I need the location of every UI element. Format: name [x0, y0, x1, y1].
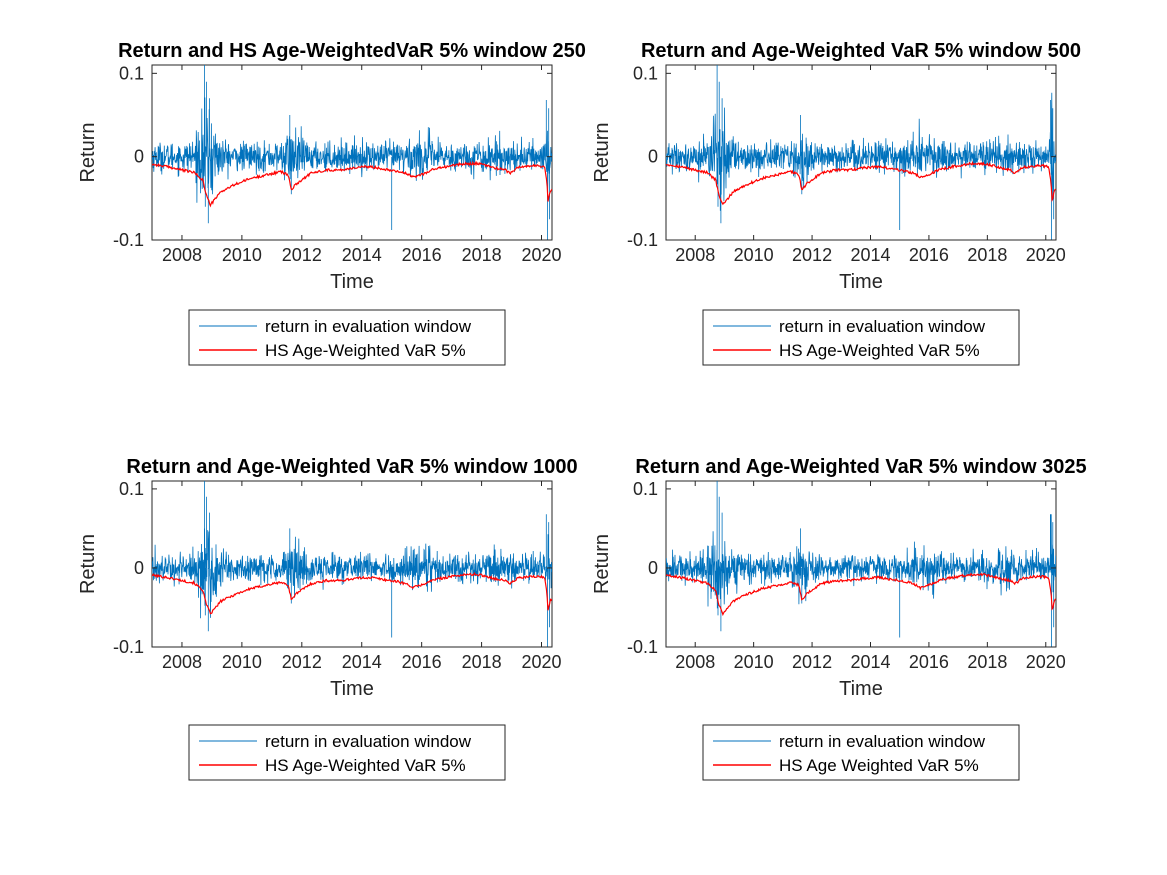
x-tick-label: 2012 — [282, 652, 322, 672]
x-tick-label: 2020 — [1026, 245, 1066, 265]
chart-title: Return and Age-Weighted VaR 5% window 30… — [635, 456, 1086, 478]
x-tick-label: 2016 — [909, 652, 949, 672]
x-tick-label: 2012 — [282, 245, 322, 265]
legend-entry: HS Age-Weighted VaR 5% — [265, 341, 466, 360]
x-tick-label: 2018 — [967, 652, 1007, 672]
y-tick-label: -0.1 — [113, 230, 144, 250]
x-tick-label: 2010 — [222, 245, 262, 265]
legend-entry: return in evaluation window — [779, 732, 986, 751]
x-tick-label: 2014 — [850, 652, 890, 672]
y-tick-label: 0 — [134, 558, 144, 578]
x-axis-label: Time — [839, 678, 883, 700]
y-axis-label: Return — [77, 534, 99, 594]
x-tick-label: 2014 — [342, 652, 382, 672]
subplot-top-left: -0.1 0 0.1 2008 2010 2012 2014 2016 2018 2020 Retu… — [77, 40, 586, 366]
x-tick-label: 2014 — [342, 245, 382, 265]
subplot-bottom-right: -0.1 0 0.1 2008 2010 2012 2014 2016 2018 2020 Retu… — [591, 456, 1087, 781]
y-tick-label: -0.1 — [113, 637, 144, 657]
legend: return in evaluation window HS Age Weight… — [702, 724, 1020, 781]
subplot-top-right: -0.1 0 0.1 2008 2010 2012 2014 2016 2018 2020 Retu… — [591, 40, 1081, 366]
x-tick-label: 2012 — [792, 245, 832, 265]
x-tick-label: 2018 — [462, 245, 502, 265]
y-tick-label: -0.1 — [627, 230, 658, 250]
y-tick-label: 0 — [134, 147, 144, 167]
legend: return in evaluation window HS Age-Weight… — [188, 309, 506, 366]
legend-entry: HS Age-Weighted VaR 5% — [779, 341, 980, 360]
y-axis-label: Return — [591, 534, 613, 594]
chart-title: Return and HS Age-WeightedVaR 5% window … — [118, 40, 586, 62]
x-tick-label: 2016 — [909, 245, 949, 265]
x-tick-label: 2016 — [402, 245, 442, 265]
y-axis-label: Return — [77, 122, 99, 182]
x-tick-label: 2008 — [162, 245, 202, 265]
y-tick-label: 0.1 — [119, 479, 144, 499]
legend-entry: return in evaluation window — [779, 317, 986, 336]
x-tick-label: 2008 — [162, 652, 202, 672]
y-tick-label: 0 — [648, 558, 658, 578]
series-var — [152, 160, 552, 208]
legend-box — [702, 724, 1020, 781]
chart-title: Return and Age-Weighted VaR 5% window 50… — [641, 40, 1081, 62]
x-tick-label: 2010 — [734, 652, 774, 672]
x-tick-label: 2018 — [967, 245, 1007, 265]
x-axis-label: Time — [330, 271, 374, 293]
legend-entry: HS Age Weighted VaR 5% — [779, 756, 979, 775]
y-tick-label: 0 — [648, 147, 658, 167]
x-tick-label: 2016 — [402, 652, 442, 672]
x-axis-label: Time — [839, 271, 883, 293]
x-tick-label: 2014 — [850, 245, 890, 265]
y-axis-label: Return — [591, 122, 613, 182]
y-tick-label: 0.1 — [633, 63, 658, 83]
x-tick-label: 2020 — [521, 245, 561, 265]
legend-entry: HS Age-Weighted VaR 5% — [265, 756, 466, 775]
x-tick-label: 2018 — [462, 652, 502, 672]
legend-box — [188, 309, 506, 366]
legend-box — [188, 724, 506, 781]
chart-title: Return and Age-Weighted VaR 5% window 10… — [126, 456, 577, 478]
x-axis-label: Time — [330, 678, 374, 700]
series-var — [666, 160, 1056, 206]
y-tick-label: 0.1 — [119, 63, 144, 83]
x-tick-label: 2012 — [792, 652, 832, 672]
legend-entry: return in evaluation window — [265, 317, 472, 336]
x-tick-label: 2008 — [675, 245, 715, 265]
x-tick-label: 2008 — [675, 652, 715, 672]
legend: return in evaluation window HS Age-Weight… — [188, 724, 506, 781]
y-tick-label: -0.1 — [627, 637, 658, 657]
legend-box — [702, 309, 1020, 366]
series-var — [666, 572, 1056, 617]
series-var — [152, 571, 552, 615]
x-tick-label: 2010 — [734, 245, 774, 265]
legend-entry: return in evaluation window — [265, 732, 472, 751]
x-tick-label: 2010 — [222, 652, 262, 672]
subplot-bottom-left: -0.1 0 0.1 2008 2010 2012 2014 2016 2018 2020 Retu… — [77, 456, 578, 781]
legend: return in evaluation window HS Age-Weight… — [702, 309, 1020, 366]
y-tick-label: 0.1 — [633, 479, 658, 499]
axes-box — [665, 64, 1057, 241]
x-tick-label: 2020 — [521, 652, 561, 672]
x-tick-label: 2020 — [1026, 652, 1066, 672]
